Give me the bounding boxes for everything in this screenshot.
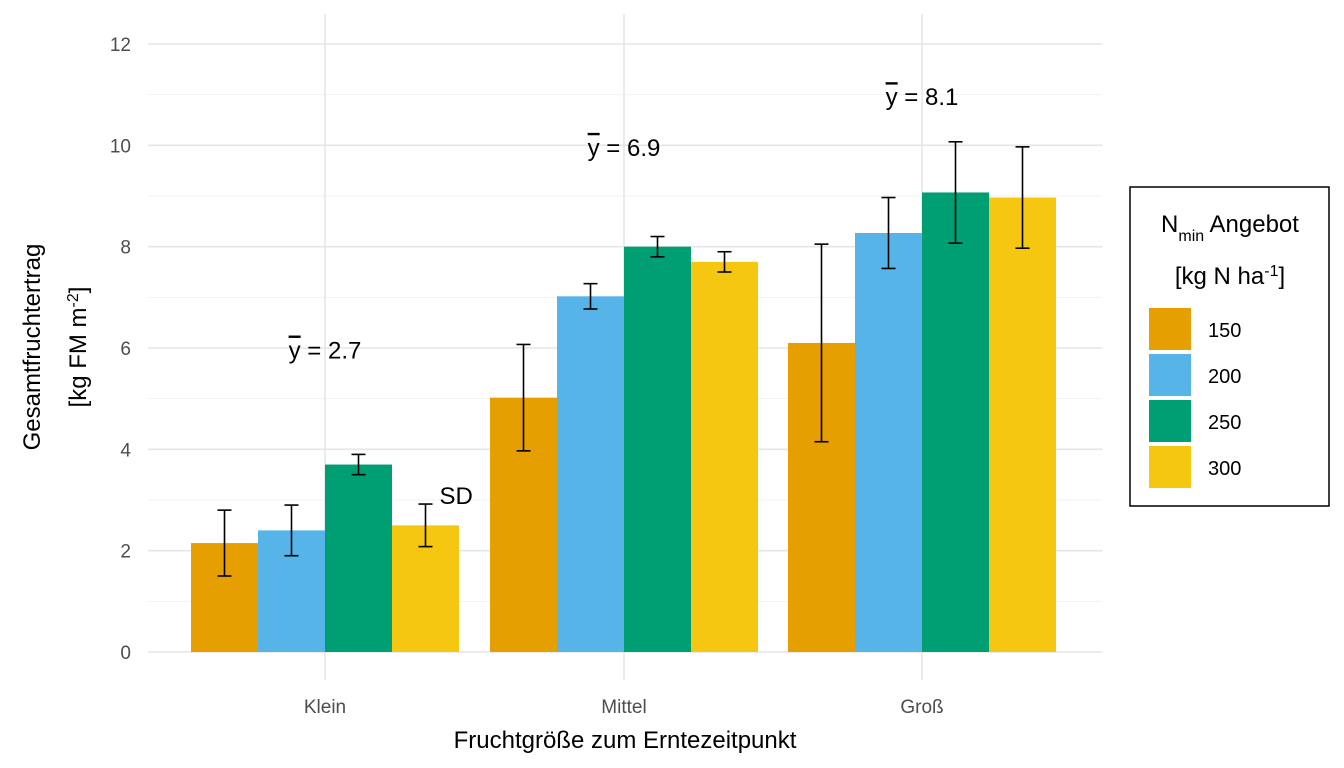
legend-label: 300 bbox=[1208, 458, 1241, 480]
y-axis-title-line2: [kg FM m-2] bbox=[65, 287, 93, 408]
error-bar bbox=[217, 509, 232, 577]
mean-annotation: y = 2.7 bbox=[289, 338, 362, 365]
annotations: y = 2.7y = 6.9y = 8.1SD bbox=[289, 84, 959, 510]
y-axis-unit: [kg FM m bbox=[65, 307, 92, 407]
y-tick-label: 10 bbox=[110, 136, 131, 157]
sd-label: SD bbox=[440, 483, 473, 510]
mean-annotation: y = 8.1 bbox=[886, 84, 959, 111]
mean-value: = 8.1 bbox=[898, 84, 959, 111]
error-bar bbox=[351, 453, 366, 476]
y-axis-ticks: 0 2 4 6 8 10 12 bbox=[110, 35, 132, 664]
y-tick-label: 0 bbox=[120, 643, 131, 664]
y-tick-label: 2 bbox=[120, 542, 131, 563]
mean-symbol: y bbox=[886, 84, 898, 111]
y-axis-title: Gesamtfruchtertrag [kg FM m-2] bbox=[19, 244, 92, 451]
legend-swatch bbox=[1149, 446, 1191, 488]
x-tick-label: Klein bbox=[304, 697, 346, 718]
bar bbox=[922, 192, 989, 652]
bar bbox=[989, 197, 1056, 652]
legend-label: 200 bbox=[1208, 366, 1241, 388]
y-tick-label: 8 bbox=[120, 238, 131, 259]
error-bars bbox=[217, 140, 1030, 577]
error-bar bbox=[418, 503, 433, 548]
legend-unit-close: ] bbox=[1278, 263, 1285, 290]
legend-label: 250 bbox=[1208, 412, 1241, 434]
legend-swatch bbox=[1149, 354, 1191, 396]
mean-annotation: y = 6.9 bbox=[588, 135, 661, 162]
error-bar bbox=[881, 196, 896, 270]
mean-value: = 2.7 bbox=[301, 338, 362, 365]
bars bbox=[191, 192, 1056, 652]
error-bar bbox=[948, 140, 963, 244]
bar bbox=[855, 232, 922, 652]
error-bar bbox=[284, 504, 299, 557]
legend-unit-prefix: [kg N ha bbox=[1175, 263, 1265, 290]
legend-unit: [kg N ha-1] bbox=[1175, 263, 1285, 291]
legend-items: 150 200 250 300 bbox=[1149, 308, 1241, 488]
legend: Nmin Angebot [kg N ha-1] 150 200 250 300 bbox=[1129, 186, 1330, 507]
mean-symbol: y bbox=[588, 135, 600, 162]
bar bbox=[624, 246, 691, 652]
error-bar bbox=[516, 343, 531, 452]
x-axis-title: Fruchtgröße zum Erntezeitpunkt bbox=[454, 727, 797, 754]
error-bar bbox=[583, 282, 598, 310]
error-bar bbox=[717, 250, 732, 273]
bar bbox=[557, 296, 624, 652]
y-tick-label: 6 bbox=[120, 339, 131, 360]
error-bar bbox=[650, 235, 665, 258]
y-axis-unit-close: ] bbox=[65, 287, 92, 294]
y-axis-unit-exponent: -2 bbox=[65, 293, 82, 307]
legend-label: 150 bbox=[1208, 320, 1241, 342]
legend-swatch bbox=[1149, 308, 1191, 350]
legend-title-n: N bbox=[1161, 211, 1178, 238]
legend-title-subscript: min bbox=[1178, 228, 1204, 245]
error-bar bbox=[1015, 146, 1030, 249]
x-tick-label: Groß bbox=[900, 697, 943, 718]
mean-value: = 6.9 bbox=[600, 135, 661, 162]
bar bbox=[325, 464, 392, 652]
legend-title: Nmin Angebot bbox=[1161, 211, 1299, 245]
error-bar bbox=[814, 243, 829, 443]
y-axis-title-line1: Gesamtfruchtertrag bbox=[19, 244, 46, 451]
legend-unit-exponent: -1 bbox=[1264, 263, 1278, 280]
legend-title-rest: Angebot bbox=[1204, 211, 1299, 238]
mean-symbol: y bbox=[289, 338, 301, 365]
legend-swatch bbox=[1149, 400, 1191, 442]
x-axis-ticks: Klein Mittel Groß bbox=[304, 697, 944, 718]
y-tick-label: 4 bbox=[120, 440, 131, 461]
x-tick-label: Mittel bbox=[601, 697, 646, 718]
y-tick-label: 12 bbox=[110, 35, 131, 56]
bar bbox=[691, 261, 758, 652]
